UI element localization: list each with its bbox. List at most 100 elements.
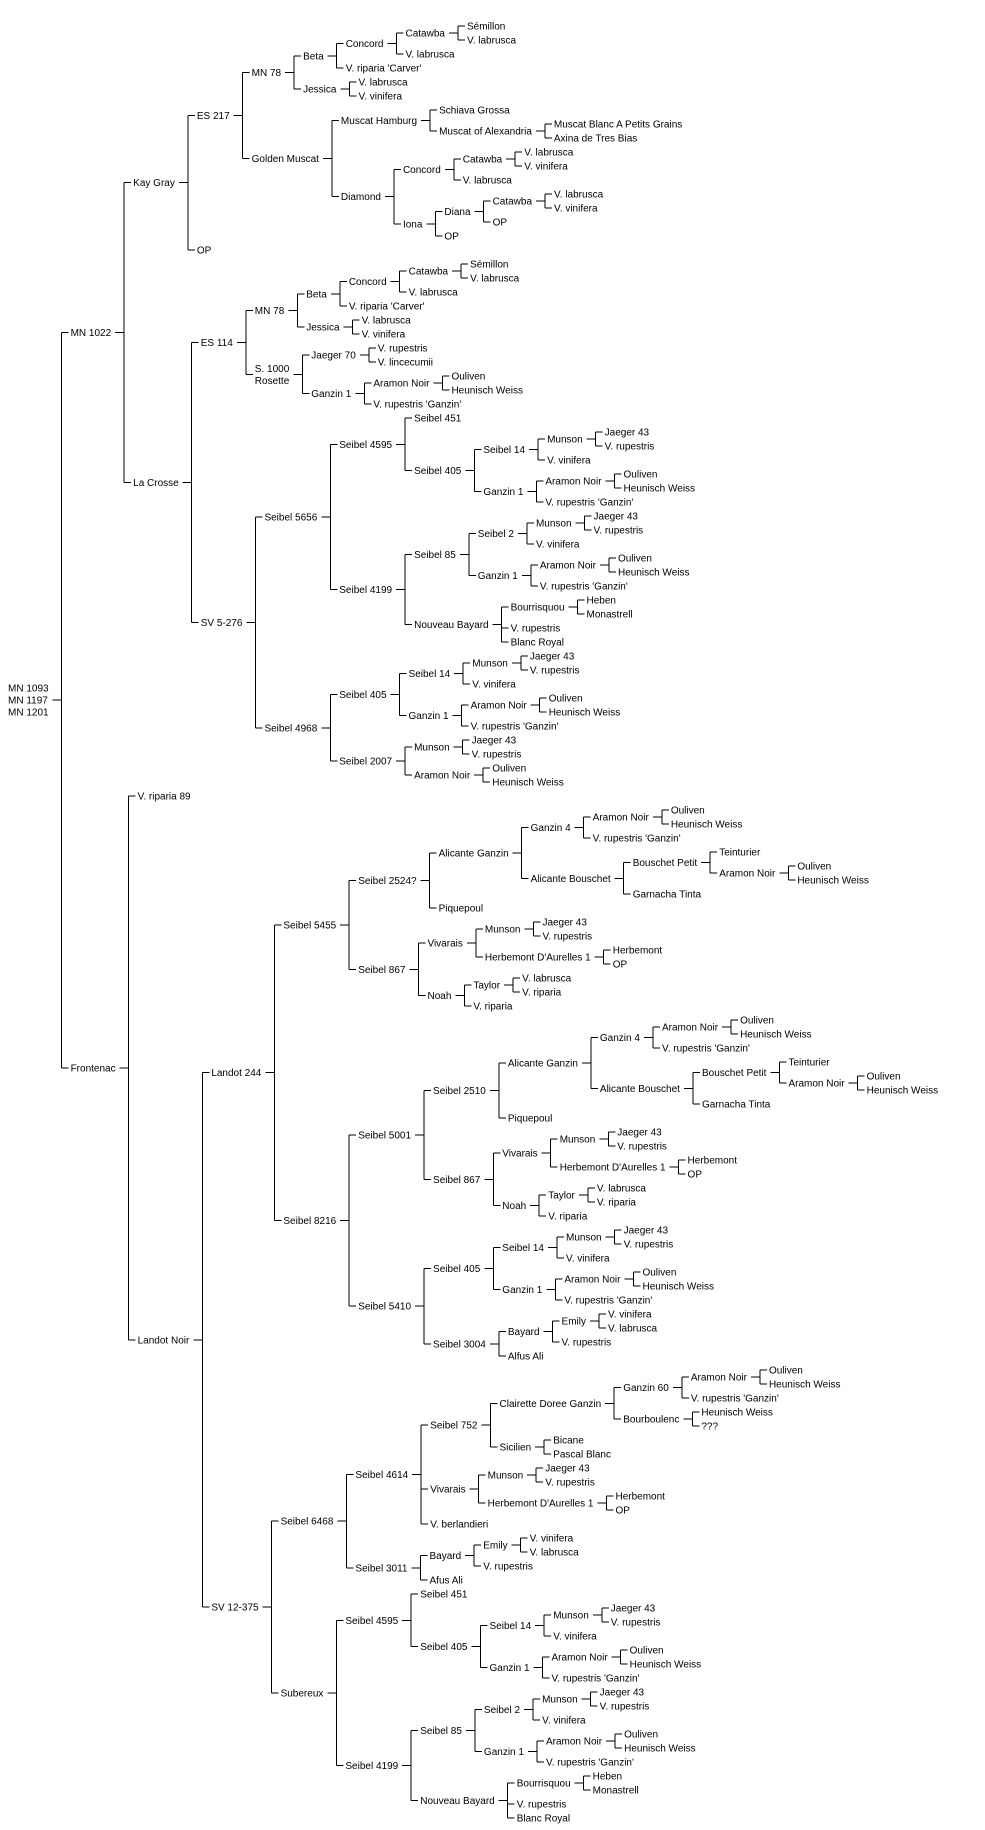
cultivar-label-line: Clairette Doree Ganzin [500, 1399, 602, 1410]
cultivar-label: Bouschet Petit [702, 1068, 767, 1079]
cultivar-label: ES 217 [197, 111, 230, 122]
cultivar-label: Ganzin 4 [531, 823, 571, 834]
cultivar-label-line: Heunisch Weiss [740, 1030, 812, 1041]
cultivar-label: Ganzin 1 [483, 487, 523, 498]
cultivar-label: V. labrusca [406, 50, 456, 61]
cultivar-label-line: V. labrusca [608, 1324, 658, 1335]
cultivar-label: V. vinifera [542, 1716, 586, 1727]
cultivar-label-line: Jaeger 43 [617, 1128, 662, 1139]
cultivar-label: Sémillon [467, 22, 505, 33]
cultivar-label-line: Aramon Noir [691, 1373, 748, 1384]
cultivar-label: Teinturier [719, 848, 761, 859]
cultivar-label-line: Noah [427, 991, 451, 1002]
cultivar-label: Munson [485, 925, 521, 936]
cultivar-label: Concord [403, 165, 441, 176]
cultivar-label: V. rupestris 'Ganzin' [471, 722, 559, 733]
cultivar-label-line: Piquepoul [439, 904, 483, 915]
cultivar-label: Bayard [430, 1551, 462, 1562]
cultivar-label: Ganzin 1 [478, 571, 518, 582]
cultivar-label-line: V. vinifera [547, 456, 591, 467]
cultivar-label-line: V. rupestris [511, 624, 561, 635]
cultivar-label-line: Axina de Tres Bias [554, 134, 637, 145]
cultivar-label-line: Munson [472, 659, 508, 670]
cultivar-label: Seibel 5455 [283, 920, 336, 931]
cultivar-label: V. vinifera [524, 162, 568, 173]
cultivar-label: V. rupestris [594, 526, 644, 537]
cultivar-label-line: Iona [403, 219, 423, 230]
cultivar-label-line: V. vinifera [608, 1310, 652, 1321]
cultivar-label: OP [613, 960, 628, 971]
cultivar-label-line: Heunisch Weiss [769, 1380, 841, 1391]
cultivar-label-line: V. vinifera [362, 330, 406, 341]
cultivar-label: Seibel 4199 [339, 585, 392, 596]
cultivar-label: Bicane [553, 1436, 584, 1447]
cultivar-label: Ganzin 60 [623, 1383, 669, 1394]
cultivar-label-line: Seibel 5001 [358, 1130, 411, 1141]
cultivar-label: Bourrisquou [511, 603, 565, 614]
cultivar-label-line: Herbemont [688, 1156, 738, 1167]
cultivar-label-line: Ganzin 1 [478, 571, 518, 582]
cultivar-label-line: Monastrell [593, 1786, 639, 1797]
cultivar-label: Herbemont D'Aurelles 1 [560, 1163, 666, 1174]
cultivar-label-line: OP [613, 960, 628, 971]
cultivar-label-line: Seibel 85 [414, 550, 456, 561]
cultivar-label: Seibel 405 [420, 1642, 468, 1653]
cultivar-label: Seibel 4968 [264, 723, 317, 734]
cultivar-label-line: Jaeger 43 [624, 1226, 669, 1237]
cultivar-label: V. berlandieri [430, 1520, 488, 1531]
cultivar-label: V. rupestris [517, 1800, 567, 1811]
cultivar-label-line: Frontenac [71, 1063, 116, 1074]
cultivar-label: V. rupestris 'Ganzin' [691, 1394, 779, 1405]
cultivar-label-line: V. labrusca [358, 78, 408, 89]
cultivar-label-line: Seibel 5410 [358, 1302, 411, 1313]
cultivar-label-line: Seibel 8216 [283, 1216, 336, 1227]
cultivar-label: Catawba [493, 197, 533, 208]
cultivar-label-line: Emily [562, 1317, 586, 1328]
cultivar-label-line: Aramon Noir [552, 1653, 609, 1664]
cultivar-label-line: ES 114 [201, 338, 233, 349]
cultivar-label: V. rupestris 'Ganzin' [564, 1296, 652, 1307]
cultivar-label: Seibel 4199 [345, 1761, 398, 1772]
cultivar-label-line: Bouschet Petit [633, 858, 698, 869]
cultivar-label: Seibel 752 [430, 1421, 478, 1432]
cultivar-label-line: Seibel 5656 [264, 512, 317, 523]
cultivar-label-line: Ouliven [867, 1072, 901, 1083]
cultivar-label-line: Jaeger 43 [605, 428, 650, 439]
cultivar-label: Herbemont [688, 1156, 738, 1167]
cultivar-label-line: Seibel 2 [484, 1705, 521, 1716]
cultivar-label-line: Seibel 451 [414, 414, 462, 425]
cultivar-label: Munson [560, 1135, 596, 1146]
cultivar-label: Seibel 2510 [433, 1086, 486, 1097]
cultivar-label-line: V. rupestris 'Ganzin' [540, 582, 628, 593]
cultivar-label-line: Munson [485, 925, 521, 936]
cultivar-label-line: Heunisch Weiss [492, 778, 564, 789]
cultivar-label-line: MN 1022 [71, 328, 112, 339]
cultivar-label-line: ??? [701, 1422, 718, 1433]
cultivar-label-line: Heunisch Weiss [642, 1282, 714, 1293]
cultivar-label-line: Aramon Noir [593, 813, 650, 824]
cultivar-label-line: Ouliven [642, 1268, 676, 1279]
cultivar-label: V. riparia 'Carver' [349, 302, 425, 313]
cultivar-label-line: Ouliven [451, 372, 485, 383]
cultivar-label: Jaeger 70 [311, 351, 356, 362]
cultivar-label-line: V. riparia 'Carver' [349, 302, 425, 313]
cultivar-label-line: MN 1201 [8, 708, 49, 719]
cultivar-label-line: Ouliven [624, 470, 658, 481]
cultivar-label-line: Ouliven [549, 694, 583, 705]
cultivar-label-line: Bourboulenc [623, 1415, 679, 1426]
cultivar-label: V. rupestris [545, 1478, 595, 1489]
cultivar-label-line: V. rupestris [605, 442, 655, 453]
cultivar-label: V. labrusca [470, 274, 520, 285]
cultivar-label-line: Seibel 4199 [339, 585, 392, 596]
cultivar-label: Bayard [508, 1327, 540, 1338]
cultivar-label-line: Noah [502, 1201, 526, 1212]
cultivar-label-line: Garnacha Tinta [633, 890, 702, 901]
cultivar-label: Ouliven [624, 1730, 658, 1741]
cultivar-label-line: Afus Ali [430, 1576, 463, 1587]
cultivar-label-line: V. rupestris 'Ganzin' [662, 1044, 750, 1055]
cultivar-label-line: Bayard [430, 1551, 462, 1562]
cultivar-label: V. rupestris 'Ganzin' [593, 834, 681, 845]
cultivar-label: Jaeger 43 [624, 1226, 669, 1237]
cultivar-label-line: Munson [542, 1695, 578, 1706]
